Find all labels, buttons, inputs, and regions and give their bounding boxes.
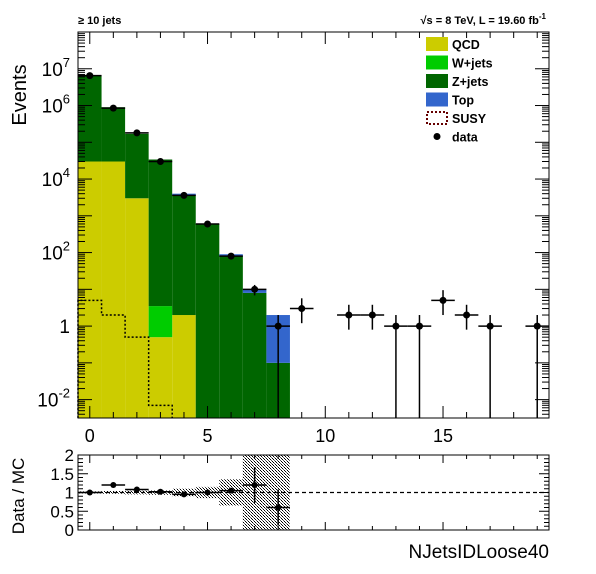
- bar-z-jets-bin-1: [101, 107, 126, 162]
- data-point-bin-0: [86, 72, 94, 80]
- data-point-bin-5: [204, 220, 212, 228]
- x-tick-label-15: 15: [433, 426, 453, 446]
- bar-qcd-bin-2: [125, 198, 149, 418]
- y-tick-label-e4: 104: [42, 165, 70, 191]
- data-point-bin-14: [415, 322, 423, 330]
- bar-z-jets-bin-7: [242, 292, 267, 418]
- data-point-bin-8: [274, 322, 282, 330]
- susy-outline: [77, 299, 173, 418]
- y-tick-label-e7: 107: [42, 55, 70, 81]
- legend-label-top: Top: [452, 94, 474, 108]
- legend-swatch-top: [426, 92, 448, 107]
- y-axis-label: Events: [9, 64, 31, 125]
- data-point-bin-13: [392, 322, 400, 330]
- y-tick-label-e4-exponent: 4: [63, 165, 70, 180]
- bar-qcd-bin-3: [148, 337, 173, 418]
- ratio-plot: 00.511.52: [50, 446, 550, 540]
- data-point-bin-2: [133, 129, 141, 137]
- ratio-point-bin-3: [157, 488, 164, 495]
- main-plot-frame: [77, 31, 550, 419]
- ratio-point-bin-4: [180, 491, 187, 498]
- y-tick-label-e6-exponent: 6: [63, 92, 70, 107]
- y-tick-label-e7-base: 10: [42, 60, 63, 81]
- legend-swatch-z-jets: [426, 74, 448, 88]
- x-axis-label: NJetsIDLoose40: [409, 542, 549, 563]
- y-tick-label-e0: 1: [59, 317, 70, 338]
- y-tick-label-e6: 106: [42, 92, 70, 118]
- data-point-bin-1: [109, 104, 117, 112]
- data-point-bin-3: [156, 158, 164, 166]
- bar-qcd-bin-4: [172, 315, 196, 418]
- legend-label-susy: SUSY: [452, 112, 487, 126]
- y-tick-label-e7-exponent: 7: [63, 55, 70, 70]
- legend-label-qcd: QCD: [452, 38, 480, 52]
- ratio-point-bin-8: [275, 504, 282, 511]
- header-right-exponent: -1: [539, 12, 547, 21]
- data-point-bin-17: [486, 322, 494, 330]
- main-plot: 0 5 10 1510-21102104106107QCDW+jetsZ+jetsTo…: [37, 31, 550, 446]
- bar-z-jets-bin-5: [195, 223, 220, 418]
- y-tick-label-e2-exponent: 2: [63, 239, 70, 254]
- ratio-y-axis-label: Data / MC: [9, 458, 28, 535]
- data-point-bin-16: [463, 311, 471, 319]
- ratio-point-bin-2: [133, 486, 140, 493]
- data-point-bin-4: [180, 191, 188, 199]
- legend-label-data: data: [452, 131, 479, 145]
- bar-z-jets-bin-2: [125, 133, 149, 199]
- data-point-bin-6: [227, 252, 235, 260]
- legend-label-w-jets: W+jets: [452, 57, 493, 71]
- bar-w-jets-bin-3: [148, 306, 173, 338]
- ratio-y-tick-label-0: 0: [65, 521, 74, 540]
- legend-swatch-w-jets: [426, 55, 448, 70]
- y-tick-label-e2-base: 10: [42, 244, 63, 265]
- legend-marker-data: [433, 133, 441, 140]
- bar-z-jets-bin-6: [219, 256, 243, 418]
- y-tick-label-e-2-exponent: -2: [58, 386, 70, 401]
- bar-z-jets-bin-3: [148, 159, 173, 307]
- legend-swatch-susy: [426, 111, 448, 125]
- ratio-y-tick-label-2: 1: [65, 484, 74, 503]
- ratio-point-bin-6: [228, 487, 235, 494]
- y-tick-label-e4-base: 10: [42, 170, 63, 191]
- data-point-bin-9: [298, 305, 306, 313]
- ratio-point-bin-7: [251, 482, 258, 488]
- x-tick-label-0: 0: [85, 426, 95, 446]
- bar-qcd-bin-1: [101, 161, 126, 418]
- header-right: √s = 8 TeV, L = 19.60 fb-1: [421, 12, 547, 27]
- legend-swatch-qcd: [426, 37, 448, 51]
- data-point-bin-12: [368, 311, 376, 319]
- bar-z-jets-bin-0: [78, 75, 102, 162]
- ratio-y-tick-label-3: 1.5: [50, 465, 74, 484]
- ratio-point-bin-1: [110, 482, 117, 488]
- data-point-bin-7: [251, 285, 259, 293]
- bar-z-jets-bin-4: [172, 194, 196, 316]
- y-tick-label-e6-base: 10: [42, 97, 63, 118]
- y-tick-label-e2: 102: [42, 239, 70, 265]
- header-left: ≥ 10 jets: [78, 15, 121, 27]
- ratio-y-tick-label-1: 0.5: [50, 502, 74, 521]
- y-tick-label-e-2: 10-2: [37, 386, 70, 412]
- y-tick-label-e-2-base: 10: [37, 391, 58, 412]
- ratio-point-bin-0: [86, 489, 93, 496]
- ratio-y-tick-label-4: 2: [65, 446, 74, 465]
- data-point-bin-15: [439, 296, 447, 304]
- ratio-point-bin-5: [204, 489, 211, 496]
- data-point-bin-11: [345, 311, 353, 319]
- x-tick-label-10: 10: [315, 426, 335, 446]
- legend-label-z-jets: Z+jets: [452, 75, 489, 89]
- header-right-text: √s = 8 TeV, L = 19.60 fb: [421, 15, 540, 27]
- x-tick-label-5: 5: [203, 426, 213, 446]
